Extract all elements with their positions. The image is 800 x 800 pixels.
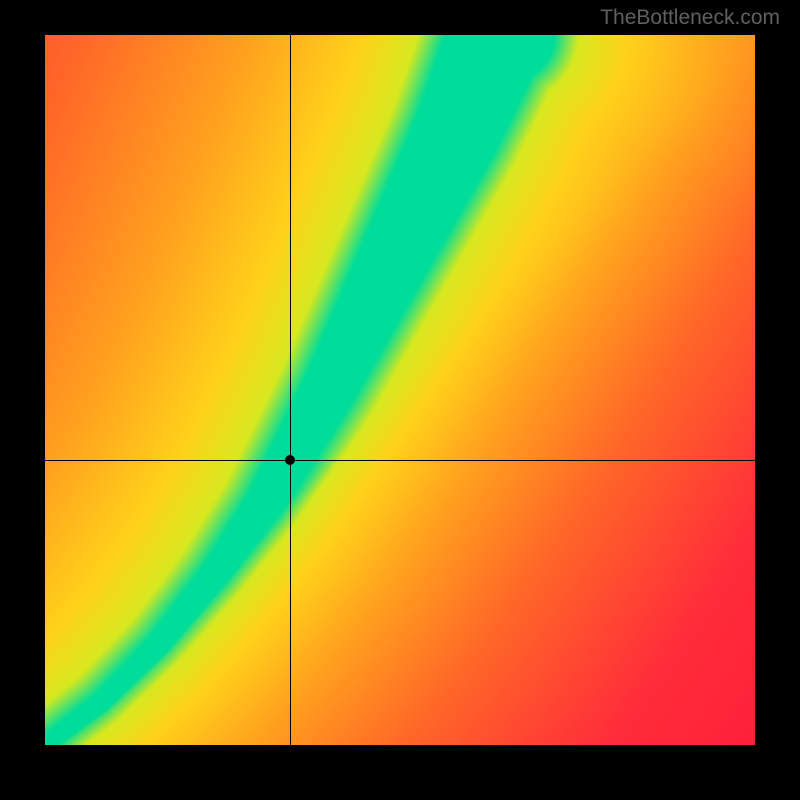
crosshair-vertical (290, 35, 291, 745)
heatmap-canvas (45, 35, 755, 745)
selection-marker (285, 455, 295, 465)
watermark-text: TheBottleneck.com (600, 6, 780, 30)
heatmap-plot (45, 35, 755, 745)
crosshair-horizontal (45, 460, 755, 461)
